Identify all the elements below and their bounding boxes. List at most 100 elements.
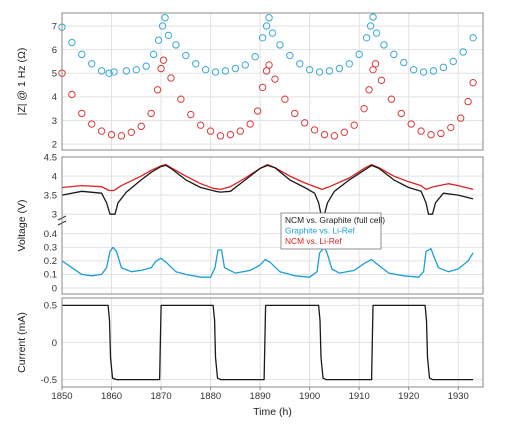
impedance-point [437,129,445,138]
impedance-point [362,34,371,42]
impedance-point [196,121,205,129]
impedance-point [153,86,162,94]
impedance-point [447,123,455,132]
impedance-point [469,78,477,87]
impedance-point [127,128,136,136]
plot-frame [61,297,484,388]
impedance-point [296,60,304,68]
impedance-point [268,29,277,37]
y-tick-label: 4.5 [44,152,57,163]
impedance-point [206,127,215,135]
impedance-point [457,114,465,122]
impedance-point [236,127,245,135]
time-axis: 1850 1860 1870 1880 1890 1900 1910 1920 1930 Time… [51,387,469,418]
impedance-point [122,67,131,75]
impedance-point [320,130,329,139]
impedance-point [78,50,86,59]
impedance-point [390,50,398,59]
impedance-panel: 2 3 4 5 6 7 |Z| @ 1 Hz (Ω) [16,12,484,151]
y-axis-label: |Z| @ 1 Hz (Ω) [16,48,28,116]
y-tick-label: 0.3 [44,243,57,254]
y-tick-label: 7 [52,21,57,32]
impedance-point [310,126,319,134]
impedance-point [315,68,324,76]
legend-entry: Graphite vs. Li-Ref [285,226,355,236]
impedance-point [330,132,339,140]
y-tick-label: 3 [52,116,57,127]
y-tick-label: 0.2 [44,256,57,267]
impedance-point [355,50,363,59]
impedance-point [286,51,294,60]
impedance-point [97,67,106,75]
voltage-panel: 3 3.5 4 4.5 0 0.1 0.2 0.3 0.4 Voltage (V) [16,152,484,295]
y-tick-label: 6 [52,45,57,56]
impedance-point [110,68,118,76]
impedance-point [258,83,267,92]
y-tick-label: 0 [52,338,57,349]
legend-entry: NCM vs. Graphite (full cell) [285,215,385,225]
impedance-point [253,107,262,115]
impedance-point [325,67,334,75]
y-tick-label: 2 [52,139,57,150]
impedance-point [164,31,173,40]
impedance-point [377,76,386,85]
impedance-point [187,110,195,119]
impedance-point [142,62,150,70]
x-axis-label: Time (h) [253,406,292,418]
impedance-point [172,41,180,49]
impedance-point [469,34,477,42]
impedance-point [246,120,254,128]
y-tick-label: 3 [52,209,57,220]
impedance-point [276,41,284,49]
x-tick-label: 1880 [200,391,221,402]
y-tick-label: -0.5 [41,375,57,386]
impedance-point [154,36,163,44]
impedance-point [369,13,377,21]
impedance-point [177,95,185,103]
impedance-point [300,119,309,127]
y-tick-label: 4 [52,92,57,103]
impedance-point [417,127,425,135]
impedance-point [251,52,259,61]
impedance-point [88,60,96,68]
impedance-point [335,64,344,73]
impedance-point [429,67,438,75]
impedance-point [137,122,145,131]
y-tick-label: 0.5 [44,301,57,312]
ncm-voltage-line [61,163,474,192]
impedance-point [366,22,375,30]
impedance-point [78,109,86,118]
impedance-point [258,34,267,42]
y-axis-label: Current (mA) [16,312,28,373]
impedance-point [211,68,220,76]
y-axis-label: Voltage (V) [16,200,28,252]
y-tick-label: 5 [52,69,57,80]
impedance-point [158,22,167,30]
impedance-point [409,65,418,74]
impedance-point [231,64,240,73]
impedance-point [68,38,76,47]
impedance-point [88,120,96,128]
impedance-point [265,61,273,69]
x-tick-label: 1910 [349,391,370,402]
impedance-point [360,104,368,113]
impedance-point [265,14,273,22]
y-tick-label: 3.5 [44,190,57,201]
impedance-point [97,127,106,135]
impedance-point [464,97,472,106]
impedance-point [400,58,408,67]
impedance-point [449,57,457,66]
y-tick-label: 0.4 [44,229,57,240]
impedance-point [221,67,230,75]
x-tick-label: 1890 [250,391,271,402]
plot-frame [61,156,484,295]
impedance-point [161,14,169,22]
impedance-point [167,74,175,82]
legend: NCM vs. Graphite (full cell)Graphite vs.… [280,212,385,250]
y-tick-label: 0.1 [44,270,57,281]
impedance-point [159,56,168,64]
impedance-point [365,86,373,94]
impedance-point [371,60,380,68]
impedance-point [226,130,235,139]
